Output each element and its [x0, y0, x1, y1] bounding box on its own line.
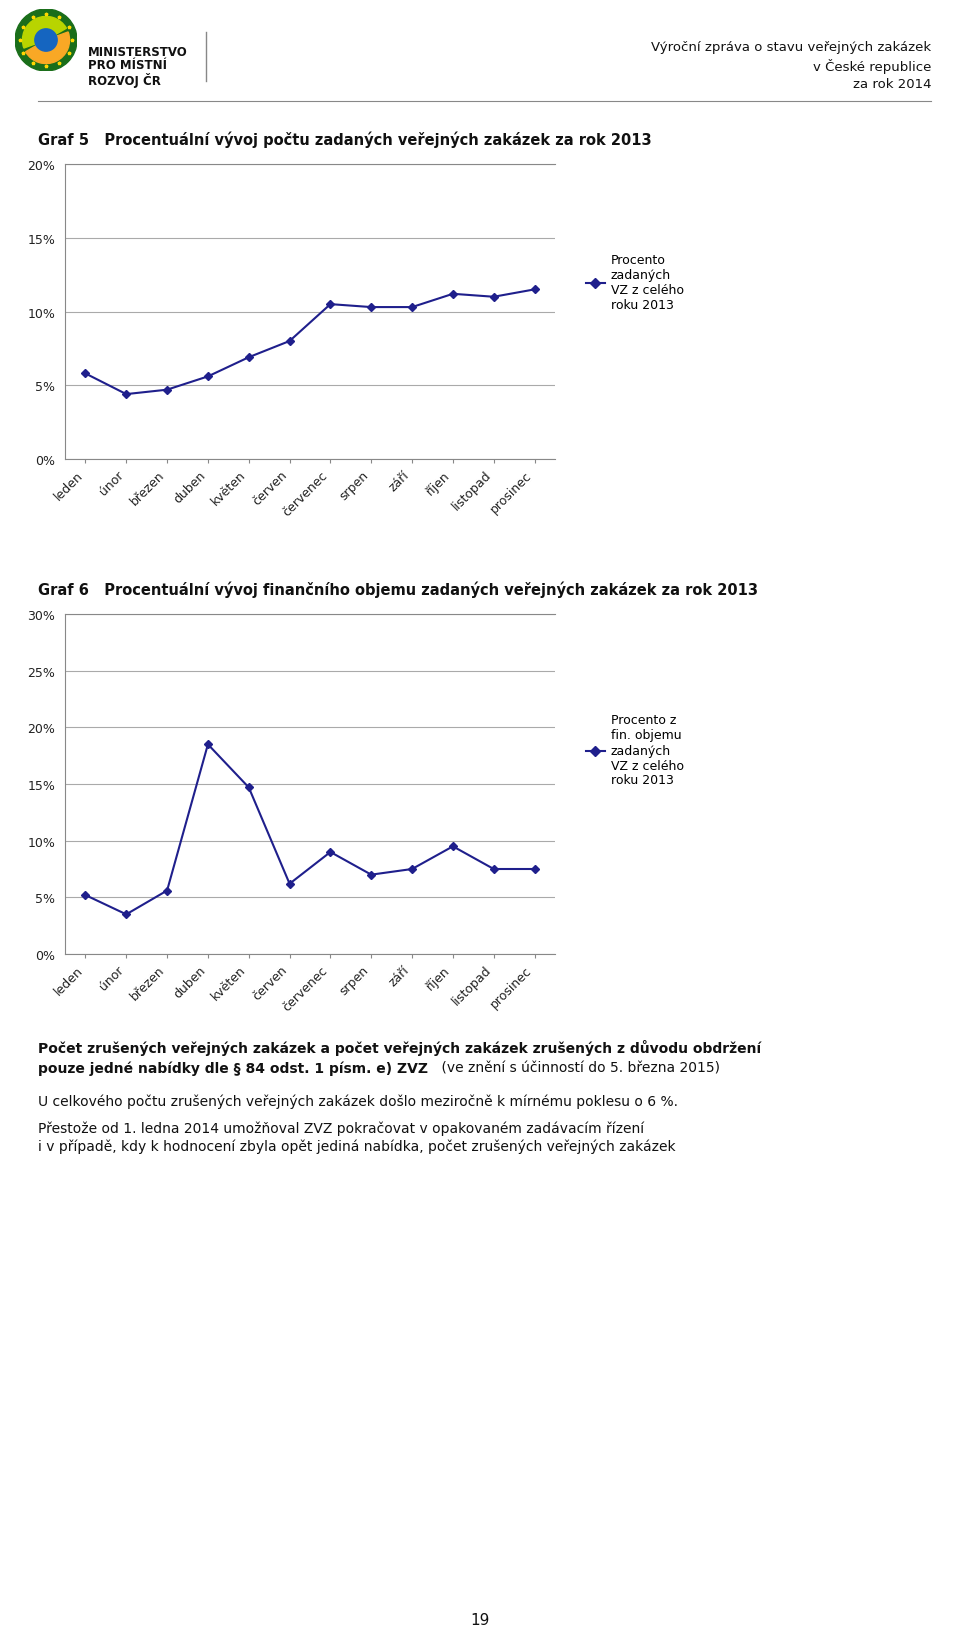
Text: U celkového počtu zrušených veřejných zakázek došlo meziročně k mírnému poklesu : U celkového počtu zrušených veřejných za…: [38, 1094, 679, 1109]
Text: Počet zrušených veřejných zakázek a počet veřejných zakázek zrušených z důvodu o: Počet zrušených veřejných zakázek a poče…: [38, 1040, 761, 1055]
Text: Přestože od 1. ledna 2014 umožňoval ZVZ pokračovat v opakovaném zadávacím řízení: Přestože od 1. ledna 2014 umožňoval ZVZ …: [38, 1121, 644, 1135]
Text: za rok 2014: za rok 2014: [852, 77, 931, 91]
Text: PRO MÍSTNÍ: PRO MÍSTNÍ: [88, 59, 167, 73]
Circle shape: [35, 30, 58, 53]
Text: Výroční zpráva o stavu veřejných zakázek: Výroční zpráva o stavu veřejných zakázek: [651, 41, 931, 54]
Text: pouze jedné nabídky dle § 84 odst. 1 písm. e) ZVZ: pouze jedné nabídky dle § 84 odst. 1 pís…: [38, 1061, 428, 1076]
Text: i v případě, kdy k hodnocení zbyla opět jediná nabídka, počet zrušených veřejnýc: i v případě, kdy k hodnocení zbyla opět …: [38, 1139, 676, 1154]
Text: (ve znění s účinností do 5. března 2015): (ve znění s účinností do 5. března 2015): [437, 1061, 720, 1076]
Legend: Procento z
fin. objemu
zadaných
VZ z celého
roku 2013: Procento z fin. objemu zadaných VZ z cel…: [581, 709, 689, 793]
Circle shape: [15, 10, 77, 73]
Wedge shape: [26, 33, 69, 64]
Text: v České republice: v České republice: [813, 59, 931, 74]
Text: ROZVOJ ČR: ROZVOJ ČR: [88, 73, 161, 87]
Text: 19: 19: [470, 1612, 490, 1627]
Text: MINISTERSTVO: MINISTERSTVO: [88, 46, 188, 59]
Legend: Procento
zadaných
VZ z celého
roku 2013: Procento zadaných VZ z celého roku 2013: [581, 249, 689, 316]
Wedge shape: [22, 18, 66, 49]
Text: Graf 6   Procentuální vývoj finančního objemu zadaných veřejných zakázek za rok : Graf 6 Procentuální vývoj finančního obj…: [38, 582, 758, 598]
Text: Graf 5   Procentuální vývoj počtu zadaných veřejných zakázek za rok 2013: Graf 5 Procentuální vývoj počtu zadaných…: [38, 132, 652, 148]
